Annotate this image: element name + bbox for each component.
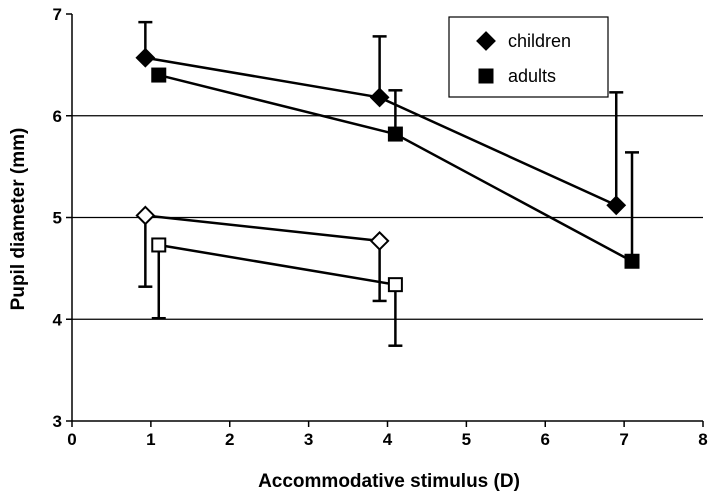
legend-marker-diamond xyxy=(476,31,496,51)
x-tick-label: 1 xyxy=(146,430,155,449)
y-tick-label: 7 xyxy=(53,5,62,24)
axes xyxy=(66,13,704,427)
legend-label: children xyxy=(508,31,571,51)
y-tick-label: 3 xyxy=(53,412,62,431)
data-point xyxy=(135,47,156,68)
data-point xyxy=(387,126,403,142)
gridlines xyxy=(72,115,703,320)
series-1 xyxy=(151,67,640,269)
data-point xyxy=(135,205,156,226)
legend-marker-square xyxy=(478,68,494,84)
series-2 xyxy=(135,205,390,303)
y-tick-label: 6 xyxy=(53,107,62,126)
tick-labels: 3 4 5 6 7 0 1 2 3 4 5 6 7 8 xyxy=(53,5,708,449)
series-line xyxy=(145,214,380,243)
data-point xyxy=(369,87,390,108)
data-point xyxy=(387,277,403,293)
data-point xyxy=(606,195,627,216)
series-0 xyxy=(135,20,627,216)
series-line xyxy=(158,243,396,286)
x-tick-label: 5 xyxy=(462,430,471,449)
x-tick-label: 0 xyxy=(67,430,76,449)
y-axis-title: Pupil diameter (mm) xyxy=(8,128,29,311)
legend: children adults xyxy=(448,16,609,98)
legend-box xyxy=(448,16,609,98)
x-tick-label: 2 xyxy=(225,430,234,449)
data-point xyxy=(151,67,167,83)
data-point xyxy=(151,237,167,253)
x-tick-label: 4 xyxy=(383,430,393,449)
y-tick-label: 5 xyxy=(53,209,62,228)
series-3 xyxy=(151,237,403,347)
x-tick-label: 8 xyxy=(698,430,707,449)
x-tick-label: 3 xyxy=(304,430,313,449)
data-point xyxy=(369,230,390,251)
data-point xyxy=(624,253,640,269)
x-tick-label: 7 xyxy=(619,430,628,449)
y-tick-label: 4 xyxy=(53,310,63,329)
legend-label: adults xyxy=(508,66,556,86)
x-axis-title: Accommodative stimulus (D) xyxy=(258,471,520,492)
x-tick-label: 6 xyxy=(541,430,550,449)
plot-data xyxy=(135,20,640,347)
